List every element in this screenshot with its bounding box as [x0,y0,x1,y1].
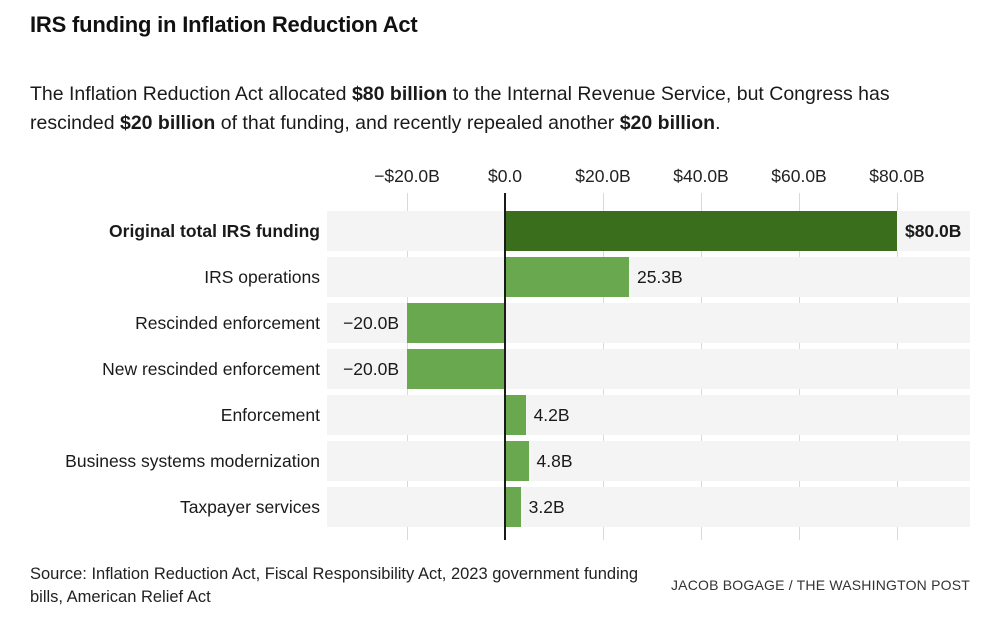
category-label: IRS operations [204,266,320,287]
value-label: 3.2B [528,496,565,517]
value-label: −20.0B [343,358,399,379]
x-axis-tick-label: −$20.0B [374,166,440,186]
x-axis-tick-label: $0.0 [487,166,523,186]
zero-axis-line [504,193,506,540]
value-label: −20.0B [343,312,399,333]
row-band [327,441,970,481]
bar-irs-operations [505,257,629,297]
x-axis-tick-label: $40.0B [673,166,729,186]
bar-original-total-irs-funding [505,211,897,251]
category-label: New rescinded enforcement [102,358,320,379]
category-label: Business systems modernization [65,450,320,471]
bar-new-rescinded-enforcement [407,349,505,389]
subtitle-text: The Inflation Reduction Act allocated [30,82,352,105]
category-label: Enforcement [220,404,320,425]
bar-rescinded-enforcement [407,303,505,343]
subtitle-emphasis: $20 billion [619,111,716,134]
source-line: Source: Inflation Reduction Act, Fiscal … [30,565,639,583]
bar-taxpayer-services [505,487,521,527]
byline-credit: JACOB BOGAGE / THE WASHINGTON POST [670,577,970,593]
source-line: bills, American Relief Act [30,588,211,606]
bar-business-systems-modernization [505,441,529,481]
value-label: $80.0B [905,220,962,241]
value-label: 4.2B [533,404,570,425]
bar-enforcement [505,395,526,435]
value-label: 25.3B [636,266,683,287]
chart-subtitle: The Inflation Reduction Act allocated $8… [30,80,978,138]
x-axis-tick-label: $60.0B [771,166,827,186]
x-axis-tick-label: $20.0B [575,166,631,186]
row-band [327,395,970,435]
subtitle-text: . [715,111,721,134]
x-axis-tick-label: $80.0B [869,166,925,186]
subtitle-text: of that funding, and recently repealed a… [215,111,620,134]
row-band [327,487,970,527]
category-label: Rescinded enforcement [135,312,320,333]
subtitle-emphasis: $80 billion [351,82,448,105]
value-label: 4.8B [536,450,573,471]
subtitle-emphasis: $20 billion [119,111,216,134]
subtitle-text: to the Internal Revenue Service, but Con… [30,82,890,134]
chart-title: IRS funding in Inflation Reduction Act [30,12,418,37]
source-note: Source: Inflation Reduction Act, Fiscal … [30,563,638,609]
category-label: Original total IRS funding [109,220,320,241]
row-band [327,257,970,297]
category-label: Taxpayer services [179,496,320,517]
